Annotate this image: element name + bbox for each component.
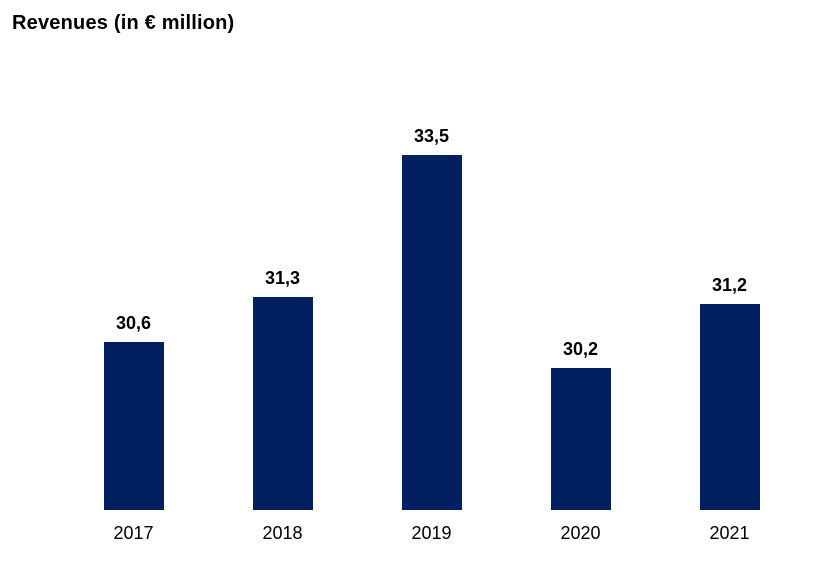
bar bbox=[699, 304, 760, 510]
bar bbox=[401, 155, 462, 510]
chart-title: Revenues (in € million) bbox=[12, 12, 235, 34]
bar bbox=[103, 342, 164, 510]
x-axis-tick-label: 2021 bbox=[709, 523, 750, 543]
bar-value-label: 31,2 bbox=[711, 275, 748, 295]
bar-value-label: 30,2 bbox=[562, 339, 599, 359]
bar bbox=[252, 297, 313, 510]
x-axis-tick-label: 2018 bbox=[262, 523, 303, 543]
x-axis-tick-label: 2020 bbox=[560, 523, 601, 543]
bar-value-label: 30,6 bbox=[115, 313, 152, 333]
bar-value-label: 31,3 bbox=[264, 268, 301, 288]
x-axis-tick-label: 2019 bbox=[411, 523, 452, 543]
x-axis-tick-label: 2017 bbox=[113, 523, 154, 543]
bar bbox=[550, 368, 611, 510]
bar-value-label: 33,5 bbox=[413, 126, 450, 146]
